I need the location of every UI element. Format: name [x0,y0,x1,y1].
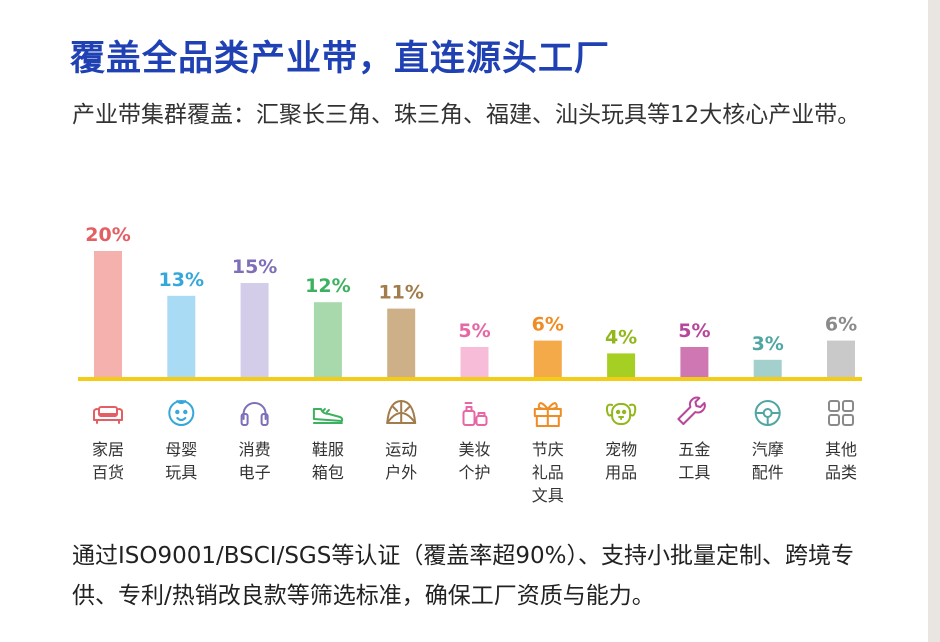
bar [94,251,122,379]
bar-value-label: 20% [85,224,130,246]
bar-value-label: 4% [605,326,637,348]
category-label: 五金 [678,440,710,459]
bar [680,347,709,379]
gift-box-icon [533,402,562,427]
bar [827,340,855,379]
headphones-icon [240,402,269,426]
bar [753,359,782,379]
category-label: 用品 [605,463,637,482]
category-label: 其他 [825,440,857,459]
category-label: 美妆 [458,440,490,459]
category-label: 电子 [239,463,271,482]
bar-value-label: 6% [532,314,564,336]
category-label: 户外 [385,463,417,482]
bar [313,302,342,379]
category-label: 百货 [92,463,124,482]
steering-wheel-icon [754,400,781,426]
category-label: 家居 [92,440,124,459]
bar-value-label: 12% [305,275,350,297]
category-label: 礼品 [532,463,564,482]
category-label: 运动 [385,440,417,459]
category-label: 消费 [239,440,271,459]
category-label: 鞋服 [312,440,344,459]
wrench-icon [677,396,706,425]
page-subtitle: 产业带集群覆盖：汇聚长三角、珠三角、福建、汕头玩具等12大核心产业带。 [72,102,861,128]
category-label: 母婴 [165,440,197,459]
category-label: 工具 [678,463,710,482]
page-edge [928,0,940,642]
cosmetics-icon [462,402,488,426]
category-label: 品类 [825,463,857,482]
bar-value-label: 6% [825,314,857,336]
bar-value-label: 13% [159,269,204,291]
bar-value-label: 3% [752,333,784,355]
bar-value-label: 15% [232,256,277,278]
bar-value-label: 5% [678,320,710,342]
bar [533,340,562,379]
bar [607,353,636,379]
category-label: 玩具 [165,463,197,482]
grid-squares-icon [828,400,854,426]
baby-face-icon [168,400,195,426]
category-label: 箱包 [312,463,344,482]
bar [167,295,196,379]
bar [240,283,269,379]
tent-icon [386,400,417,424]
bar-value-label: 5% [458,320,490,342]
category-label: 节庆 [532,440,564,459]
category-label: 宠物 [605,440,637,459]
category-label: 配件 [752,463,784,482]
sneaker-icon [312,408,344,424]
category-label: 个护 [458,463,490,482]
category-label: 汽摩 [752,440,784,459]
bar [387,308,416,379]
bar [460,347,489,379]
dog-face-icon [605,403,637,425]
sofa-icon [93,406,123,424]
certification-note: 通过ISO9001/BSCI/SGS等认证（覆盖率超90%）、支持小批量定制、跨… [72,543,854,609]
category-label: 文具 [532,486,564,505]
bar-value-label: 11% [378,282,423,304]
page-title: 覆盖全品类产业带，直连源头工厂 [70,39,611,79]
